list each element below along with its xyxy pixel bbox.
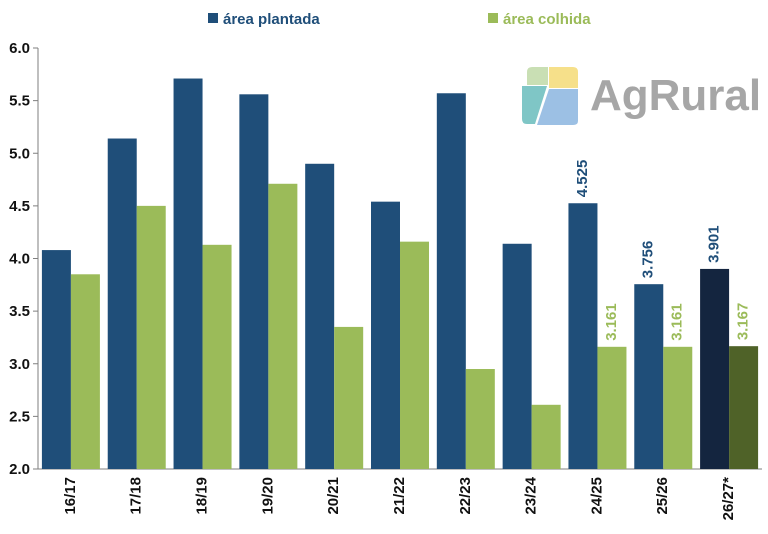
- bar-rea-plantada-21-22: [371, 201, 400, 470]
- bar-rea-colhida-21-22: [400, 241, 429, 469]
- y-axis-ticks: 2.0 2.5 3.0 3.5 4.0 4.5 5.0 5.5 6.0: [9, 40, 38, 478]
- x-category-label: 22/23: [457, 477, 474, 515]
- bar-rea-colhida-20-21: [334, 326, 364, 469]
- x-category-label: 19/20: [259, 477, 276, 515]
- bar-rea-plantada-26-27: [700, 268, 730, 469]
- bar-rea-plantada-25-26: [634, 284, 664, 469]
- bar-rea-colhida-19-20: [268, 183, 298, 469]
- bar-rea-plantada-19-20: [239, 94, 269, 469]
- y-tick-label: 2.0: [9, 461, 30, 478]
- bar-rea-colhida-18-19: [202, 244, 232, 469]
- data-label-rea-colhida-26-27: 3.167: [735, 303, 752, 341]
- x-category-label: 16/17: [62, 477, 79, 515]
- y-tick-label: 5.5: [9, 93, 30, 110]
- x-category-label: 20/21: [325, 477, 342, 515]
- bar-rea-plantada-20-21: [305, 163, 335, 469]
- bar-rea-colhida-16-17: [70, 274, 100, 469]
- y-tick-label: 6.0: [9, 40, 30, 57]
- y-tick-label: 4.0: [9, 251, 30, 268]
- data-label-rea-colhida-24-25: 3.161: [603, 303, 620, 341]
- legend-swatch-area-colhida: [488, 13, 498, 23]
- y-tick-label: 5.0: [9, 145, 30, 162]
- legend-label-area-plantada: área plantada: [223, 11, 320, 28]
- bar-rea-plantada-17-18: [107, 138, 137, 469]
- x-category-label: 18/19: [194, 477, 211, 515]
- data-labels: 4.525 3.161 3.756 3.161 3.901 3.167: [574, 160, 752, 341]
- bar-rea-plantada-24-25: [568, 203, 598, 469]
- bar-rea-colhida-24-25: [597, 346, 627, 469]
- x-category-label: 21/22: [391, 477, 408, 515]
- bar-rea-colhida-25-26: [663, 346, 693, 469]
- y-tick-label: 4.5: [9, 198, 30, 215]
- agrural-logo-text: AgRural: [590, 71, 761, 120]
- bar-rea-colhida-22-23: [465, 369, 495, 469]
- legend-swatch-area-plantada: [208, 13, 218, 23]
- bar-rea-colhida-23-24: [531, 404, 561, 469]
- y-tick-label: 3.0: [9, 356, 30, 373]
- legend-label-area-colhida: área colhida: [503, 11, 591, 28]
- x-category-label: 25/26: [654, 477, 671, 515]
- agrural-logo: AgRural: [522, 67, 761, 125]
- data-label-rea-plantada-25-26: 3.756: [640, 241, 657, 279]
- data-label-rea-plantada-26-27: 3.901: [706, 225, 723, 263]
- x-category-label: 17/18: [128, 477, 145, 515]
- bar-rea-colhida-17-18: [136, 205, 166, 469]
- bar-rea-plantada-22-23: [436, 93, 466, 469]
- x-category-label: 23/24: [523, 476, 540, 514]
- x-category-label: 26/27*: [720, 477, 737, 521]
- x-axis-categories: 16/17 17/18 18/19 19/20 20/21 21/22 22/23 23/24…: [62, 476, 737, 520]
- bar-rea-plantada-18-19: [173, 78, 203, 470]
- data-label-rea-plantada-24-25: 4.525: [574, 160, 591, 198]
- y-tick-label: 2.5: [9, 408, 30, 425]
- bar-rea-colhida-26-27: [729, 346, 759, 469]
- data-label-rea-colhida-25-26: 3.161: [669, 303, 686, 341]
- bars: [41, 78, 759, 470]
- legend: área plantada área colhida: [208, 11, 591, 28]
- x-category-label: 24/25: [588, 477, 605, 515]
- bar-rea-plantada-23-24: [502, 243, 532, 469]
- bar-rea-plantada-16-17: [41, 250, 71, 469]
- y-tick-label: 3.5: [9, 303, 30, 320]
- agrural-logo-mark: [522, 67, 578, 125]
